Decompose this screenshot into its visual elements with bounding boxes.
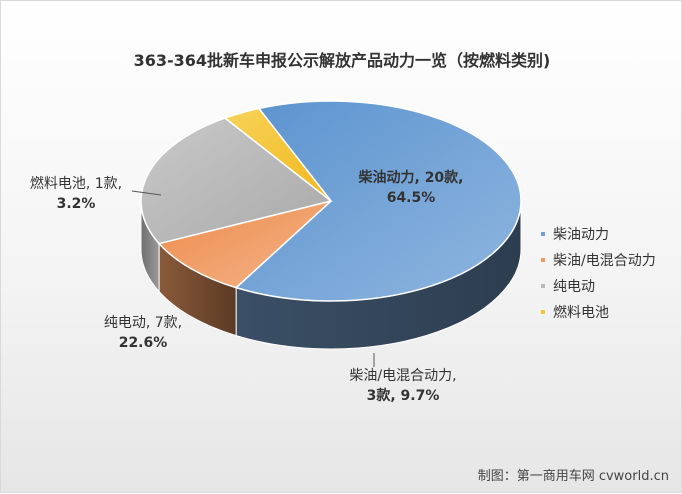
legend-swatch: [541, 232, 545, 236]
pie-slice-diesel-hybrid: [157, 200, 332, 289]
data-label-diesel: 64.5%: [387, 190, 436, 206]
data-label-fuel-cell: 燃料电池, 1款,: [30, 175, 122, 192]
leader-line-fuel-cell: [131, 190, 162, 196]
data-label-diesel-hybrid: 柴油/电混合动力,: [349, 368, 456, 384]
data-label-diesel: 柴油动力, 20款,: [358, 169, 464, 186]
pie-slice-electric: [140, 117, 333, 245]
legend-swatch: [541, 258, 545, 262]
legend-swatch: [541, 284, 545, 288]
legend-item-diesel-hybrid: 柴油/电混合动力: [541, 247, 656, 273]
legend-label: 纯电动: [553, 279, 595, 295]
chart-legend: 柴油动力 柴油/电混合动力 纯电动 燃料电池: [541, 221, 656, 325]
data-label-electric: 纯电动, 7款,: [104, 315, 182, 331]
legend-item-fuel-cell: 燃料电池: [541, 299, 656, 325]
legend-item-diesel: 柴油动力: [541, 221, 656, 247]
legend-label: 柴油动力: [553, 227, 609, 243]
chart-title: 363-364批新车申报公示解放产品动力一览（按燃料类别): [133, 51, 551, 70]
legend-swatch: [541, 310, 545, 314]
legend-label: 柴油/电混合动力: [553, 253, 656, 269]
legend-item-electric: 纯电动: [541, 273, 656, 299]
legend-label: 燃料电池: [553, 305, 609, 321]
data-label-fuel-cell: 3.2%: [57, 196, 96, 212]
data-label-electric: 22.6%: [119, 335, 168, 351]
pie-slice-fuel-cell: [223, 107, 332, 202]
pie-slice-diesel: [234, 100, 522, 302]
data-label-diesel-hybrid: 3款, 9.7%: [367, 387, 440, 404]
chart-credit: 制图：第一商用车网 cvworld.cn: [477, 469, 669, 484]
